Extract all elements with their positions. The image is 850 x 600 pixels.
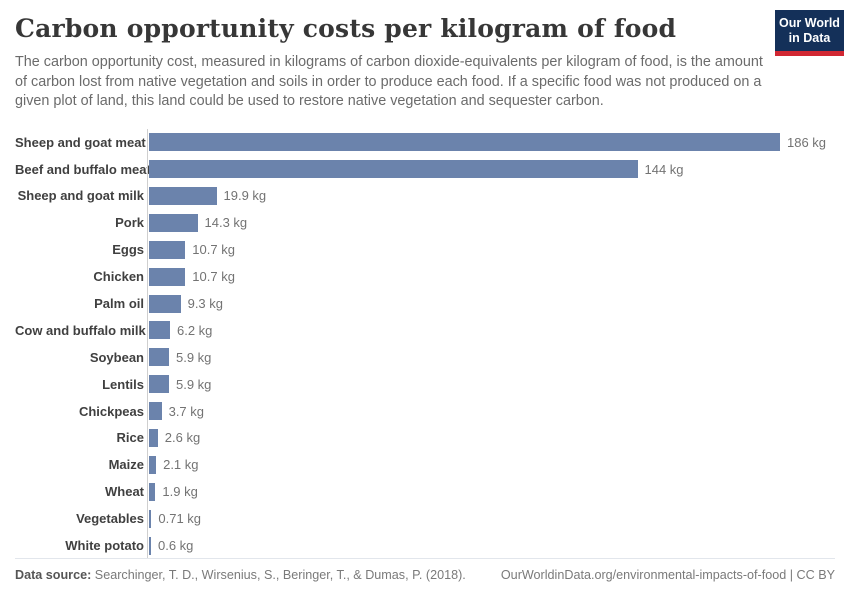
bar-track: 9.3 kg: [147, 290, 835, 317]
value-label: 2.6 kg: [164, 430, 201, 446]
owid-logo[interactable]: Our World in Data: [775, 10, 844, 56]
bar[interactable]: [149, 375, 169, 394]
category-label: Eggs: [112, 242, 144, 258]
chart-subtitle: The carbon opportunity cost, measured in…: [15, 54, 763, 110]
value-label: 1.9 kg: [162, 484, 198, 500]
value-label: 14.3 kg: [204, 215, 248, 231]
data-source: Data source: Searchinger, T. D., Wirseni…: [15, 568, 466, 582]
bar[interactable]: [149, 482, 156, 501]
bar-row: Soybean 5.9 kg: [15, 343, 835, 371]
bar-track: 10.7 kg: [147, 236, 835, 264]
bar[interactable]: [149, 186, 217, 205]
category-label: Maize: [108, 457, 144, 473]
category-label: White potato: [65, 538, 144, 554]
bar-row: Cow and buffalo milk 6.2 kg: [15, 316, 835, 344]
bar[interactable]: [149, 536, 151, 555]
bar[interactable]: [149, 402, 162, 421]
bar-track: 5.9 kg: [147, 343, 835, 371]
bar[interactable]: [149, 294, 181, 313]
bar-track: 10.7 kg: [147, 263, 835, 291]
value-label: 2.1 kg: [163, 457, 199, 473]
bar-track: 5.9 kg: [147, 370, 835, 398]
category-label: Lentils: [102, 376, 144, 392]
category-label: Chickpeas: [78, 403, 144, 419]
bar-row: Maize 2.1 kg: [15, 451, 835, 479]
bar-row: Pork 14.3 kg: [15, 209, 835, 237]
value-label: 5.9 kg: [176, 376, 212, 392]
bar-track: 144 kg: [147, 155, 835, 183]
page-title: Carbon opportunity costs per kilogram of…: [15, 14, 677, 43]
category-label: Palm oil: [94, 296, 144, 312]
bar-track: 0.6 kg: [147, 532, 835, 559]
bar-row: Lentils 5.9 kg: [15, 370, 835, 398]
category-label: Rice: [116, 430, 144, 446]
bar-track: 19.9 kg: [147, 182, 835, 210]
citation-link[interactable]: OurWorldinData.org/environmental-impacts…: [500, 568, 835, 582]
bar-track: 1.9 kg: [147, 478, 835, 506]
bar[interactable]: [149, 455, 157, 474]
bar-chart: Sheep and goat meat 186 kg Beef and buffal…: [15, 128, 835, 559]
category-label: Beef and buffalo meat: [15, 161, 151, 177]
value-label: 186 kg: [787, 134, 827, 150]
bar-track: 2.1 kg: [147, 451, 835, 479]
bar-row: Eggs 10.7 kg: [15, 236, 835, 264]
value-label: 5.9 kg: [176, 349, 212, 365]
bar-row: White potato 0.6 kg: [15, 532, 835, 559]
bar-row: Wheat 1.9 kg: [15, 478, 835, 506]
bar[interactable]: [149, 321, 170, 340]
value-label: 3.7 kg: [168, 403, 205, 419]
bar-row: Sheep and goat meat 186 kg: [15, 128, 835, 156]
bar[interactable]: [149, 428, 158, 447]
value-label: 144 kg: [644, 161, 684, 177]
value-label: 9.3 kg: [187, 296, 224, 312]
bar[interactable]: [149, 267, 186, 286]
data-source-label: Data source:: [15, 568, 92, 582]
bar-row: Vegetables 0.71 kg: [15, 505, 835, 533]
data-source-text: Searchinger, T. D., Wirsenius, S., Berin…: [94, 568, 466, 582]
bar-row: Chicken 10.7 kg: [15, 263, 835, 291]
chart-footer: Data source: Searchinger, T. D., Wirseni…: [15, 558, 835, 600]
owid-logo-line1: Our World: [779, 15, 840, 30]
category-label: Pork: [115, 215, 144, 231]
category-label: Sheep and goat meat: [15, 134, 146, 150]
category-label: Sheep and goat milk: [17, 188, 144, 204]
bar[interactable]: [149, 509, 152, 528]
category-label: Vegetables: [76, 511, 144, 527]
bar[interactable]: [149, 240, 186, 259]
bar-row: Sheep and goat milk 19.9 kg: [15, 182, 835, 210]
bar[interactable]: [149, 133, 780, 152]
category-label: Wheat: [105, 484, 144, 500]
bar-track: 6.2 kg: [147, 316, 835, 344]
category-label: Soybean: [89, 349, 144, 365]
value-label: 10.7 kg: [192, 242, 235, 258]
bar[interactable]: [149, 160, 638, 179]
bar-row: Palm oil 9.3 kg: [15, 290, 835, 317]
bar[interactable]: [149, 213, 198, 232]
category-label: Chicken: [93, 269, 144, 285]
owid-logo-line2: in Data: [788, 30, 831, 45]
bar-row: Beef and buffalo meat 144 kg: [15, 155, 835, 183]
category-label: Cow and buffalo milk: [15, 322, 146, 338]
bar-track: 3.7 kg: [147, 397, 835, 425]
bar[interactable]: [149, 348, 169, 367]
value-label: 10.7 kg: [192, 269, 235, 285]
bar-track: 14.3 kg: [147, 209, 835, 237]
bar-track: 0.71 kg: [147, 505, 835, 533]
value-label: 0.6 kg: [158, 538, 194, 554]
bar-track: 186 kg: [147, 128, 835, 156]
value-label: 0.71 kg: [158, 511, 202, 527]
bar-row: Rice 2.6 kg: [15, 424, 835, 452]
value-label: 19.9 kg: [223, 188, 267, 204]
bar-row: Chickpeas 3.7 kg: [15, 397, 835, 425]
bar-track: 2.6 kg: [147, 424, 835, 452]
value-label: 6.2 kg: [177, 322, 213, 338]
